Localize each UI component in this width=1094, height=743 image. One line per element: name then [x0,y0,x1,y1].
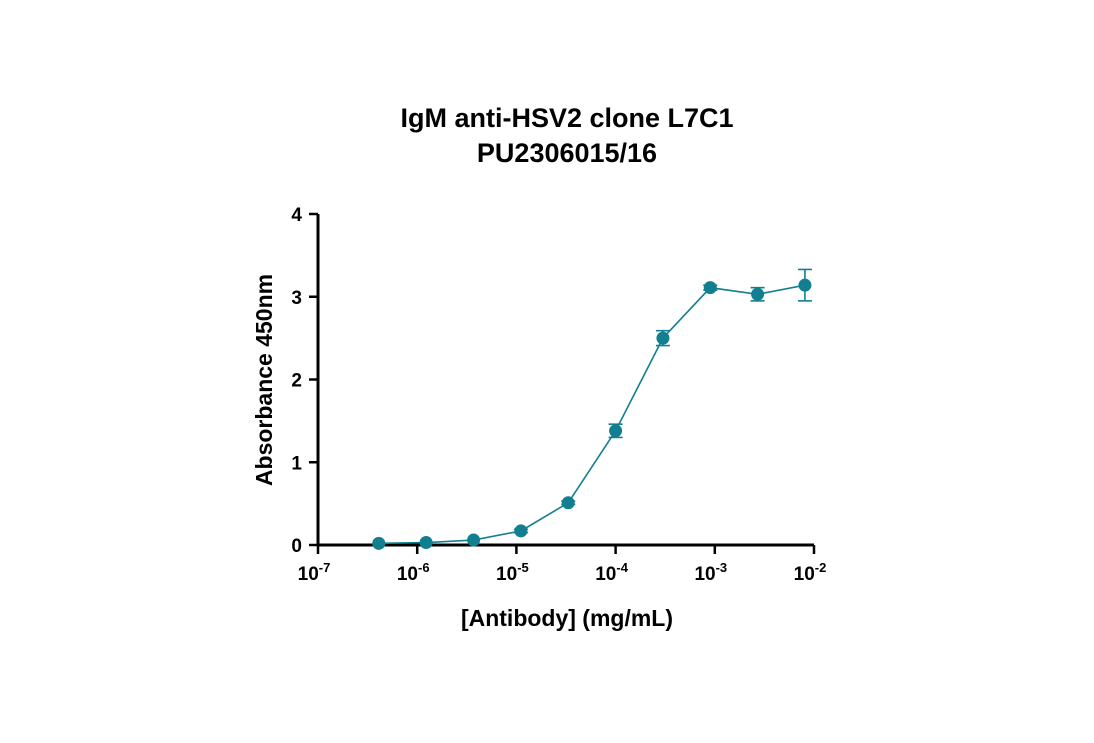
data-point [561,496,575,510]
data-point [703,281,717,295]
data-point [609,424,623,438]
x-tick-label: 10-2 [794,560,827,585]
x-tick-label: 10-5 [496,560,529,585]
series-line [378,284,806,545]
y-tick-label: 1 [291,453,302,474]
y-ticks: 0 1 2 3 4 [291,205,318,557]
data-point [656,331,670,345]
x-tick-label: 10-7 [298,560,331,585]
axes [316,214,814,547]
y-tick-label: 4 [291,205,302,226]
chart-title: IgM anti-HSV2 clone L7C1 [400,103,733,133]
data-point [514,524,528,538]
y-tick-label: 3 [291,288,302,309]
data-point [751,287,765,301]
chart-subtitle: PU2306015/16 [477,138,657,168]
y-tick-label: 2 [291,371,302,392]
plot-area [372,268,812,550]
x-tick-label: 10-4 [595,560,628,585]
data-point [372,536,386,550]
data-point [419,536,433,550]
data-point [467,533,481,547]
x-tick-label: 10-3 [694,560,727,585]
y-axis-label: Absorbance 450nm [251,274,277,486]
x-tick-label: 10-6 [397,560,430,585]
x-axis-label: [Antibody] (mg/mL) [461,605,673,631]
x-ticks: 10-7 10-6 10-5 10-4 10-3 10-2 [298,545,827,585]
data-point [798,278,812,292]
y-tick-label: 0 [291,536,302,557]
